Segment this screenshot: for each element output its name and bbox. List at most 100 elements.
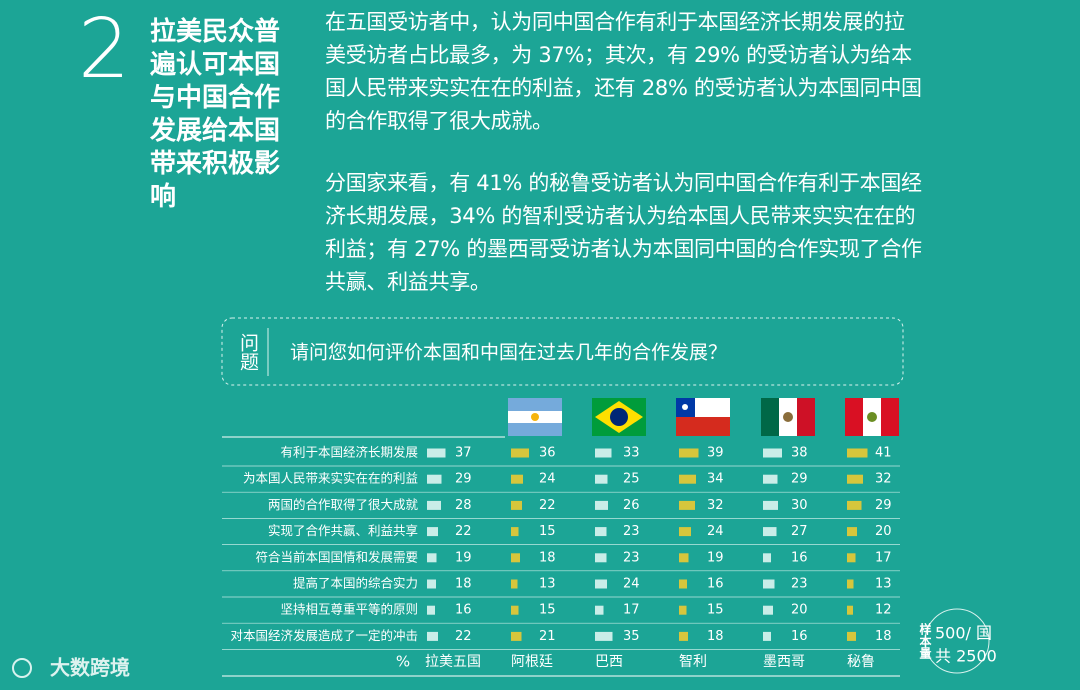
question-label: 问题 bbox=[237, 333, 259, 371]
value-label: 13 bbox=[539, 577, 556, 592]
row-label: 有利于本国经济长期发展 bbox=[280, 445, 418, 460]
value-label: 29 bbox=[455, 472, 472, 487]
flag-chile bbox=[676, 398, 730, 436]
value-label: 18 bbox=[707, 629, 724, 644]
heading-title: 拉美民众普遍认可本国与中国合作发展给本国带来积极影响 bbox=[150, 17, 281, 212]
value-label: 27 bbox=[791, 524, 808, 539]
bar bbox=[595, 474, 608, 484]
value-label: 26 bbox=[623, 498, 640, 513]
column-label: 阿根廷 bbox=[511, 654, 553, 670]
sample-label: 样本量 bbox=[918, 622, 932, 659]
flag-peru bbox=[845, 398, 899, 436]
bar bbox=[847, 448, 868, 458]
bar bbox=[595, 527, 607, 537]
column-label: 巴西 bbox=[595, 654, 623, 670]
bar bbox=[763, 448, 782, 458]
value-label: 39 bbox=[707, 446, 724, 461]
value-label: 22 bbox=[455, 524, 472, 539]
bar bbox=[679, 631, 688, 641]
question-box bbox=[221, 317, 904, 386]
bar bbox=[763, 553, 771, 563]
value-label: 30 bbox=[791, 498, 808, 513]
sample-total: 共 2500 bbox=[935, 647, 997, 666]
value-label: 35 bbox=[623, 629, 640, 644]
row-label: 实现了合作共赢、利益共享 bbox=[268, 523, 418, 538]
bar bbox=[511, 631, 522, 641]
value-label: 16 bbox=[791, 550, 808, 565]
paragraph: 分国家来看，有 41% 的秘鲁受访者认为同中国合作有利于本国经济长期发展，34%… bbox=[325, 171, 922, 294]
bar bbox=[427, 474, 442, 484]
flag-argentina bbox=[508, 398, 562, 436]
bar bbox=[763, 527, 777, 537]
sample-badge bbox=[924, 608, 990, 674]
bar bbox=[763, 631, 771, 641]
value-label: 23 bbox=[623, 550, 640, 565]
sample-per-country: 500/ 国 bbox=[935, 624, 992, 643]
value-label: 24 bbox=[623, 577, 640, 592]
bar bbox=[847, 553, 856, 563]
value-label: 22 bbox=[455, 629, 472, 644]
bar bbox=[847, 527, 857, 537]
bar bbox=[847, 605, 853, 615]
row-label: 两国的合作取得了很大成就 bbox=[268, 497, 419, 512]
row-label: 符合当前本国国情和发展需要 bbox=[255, 549, 418, 564]
bar bbox=[511, 527, 519, 537]
bar bbox=[763, 605, 773, 615]
value-label: 28 bbox=[455, 498, 472, 513]
bar bbox=[679, 527, 691, 537]
bar bbox=[763, 579, 775, 589]
bar bbox=[511, 605, 519, 615]
bar bbox=[511, 448, 529, 458]
bar bbox=[763, 474, 778, 484]
bar bbox=[427, 500, 441, 510]
value-label: 22 bbox=[539, 498, 556, 513]
bar bbox=[427, 579, 436, 589]
bar bbox=[427, 605, 435, 615]
value-label: 37 bbox=[455, 446, 472, 461]
value-label: 41 bbox=[875, 446, 892, 461]
value-label: 29 bbox=[791, 472, 808, 487]
column-label: 秘鲁 bbox=[847, 654, 875, 670]
flag-brazil bbox=[592, 398, 646, 436]
bar bbox=[511, 500, 522, 510]
bar bbox=[679, 448, 699, 458]
value-label: 13 bbox=[875, 577, 892, 592]
bar bbox=[427, 553, 437, 563]
bar bbox=[595, 500, 608, 510]
logo-text: 大数跨境 bbox=[50, 656, 130, 680]
value-label: 15 bbox=[539, 603, 556, 618]
bar bbox=[595, 553, 607, 563]
value-label: 15 bbox=[707, 603, 724, 618]
value-label: 16 bbox=[455, 603, 472, 618]
value-label: 17 bbox=[875, 550, 892, 565]
bar bbox=[679, 474, 696, 484]
value-label: 12 bbox=[875, 603, 892, 618]
unit-label: % bbox=[396, 653, 410, 671]
bar bbox=[511, 474, 523, 484]
bar bbox=[595, 579, 607, 589]
question-text: 请问您如何评价本国和中国在过去几年的合作发展？ bbox=[290, 342, 727, 364]
bar bbox=[763, 500, 778, 510]
value-label: 23 bbox=[623, 524, 640, 539]
value-label: 24 bbox=[707, 524, 724, 539]
value-label: 21 bbox=[539, 629, 556, 644]
bar bbox=[511, 553, 520, 563]
value-label: 36 bbox=[539, 446, 556, 461]
bar bbox=[595, 448, 612, 458]
row-label: 提高了本国的综合实力 bbox=[293, 576, 418, 591]
flag-mexico bbox=[761, 398, 815, 436]
bar bbox=[847, 500, 862, 510]
value-label: 16 bbox=[791, 629, 808, 644]
value-label: 18 bbox=[539, 550, 556, 565]
bar bbox=[679, 500, 695, 510]
value-label: 25 bbox=[623, 472, 640, 487]
value-label: 19 bbox=[455, 550, 472, 565]
value-label: 20 bbox=[791, 603, 808, 618]
value-label: 34 bbox=[707, 472, 724, 487]
row-label: 为本国人民带来实实在在的利益 bbox=[243, 471, 418, 486]
value-label: 38 bbox=[791, 446, 808, 461]
value-label: 24 bbox=[539, 472, 556, 487]
bar bbox=[679, 579, 687, 589]
